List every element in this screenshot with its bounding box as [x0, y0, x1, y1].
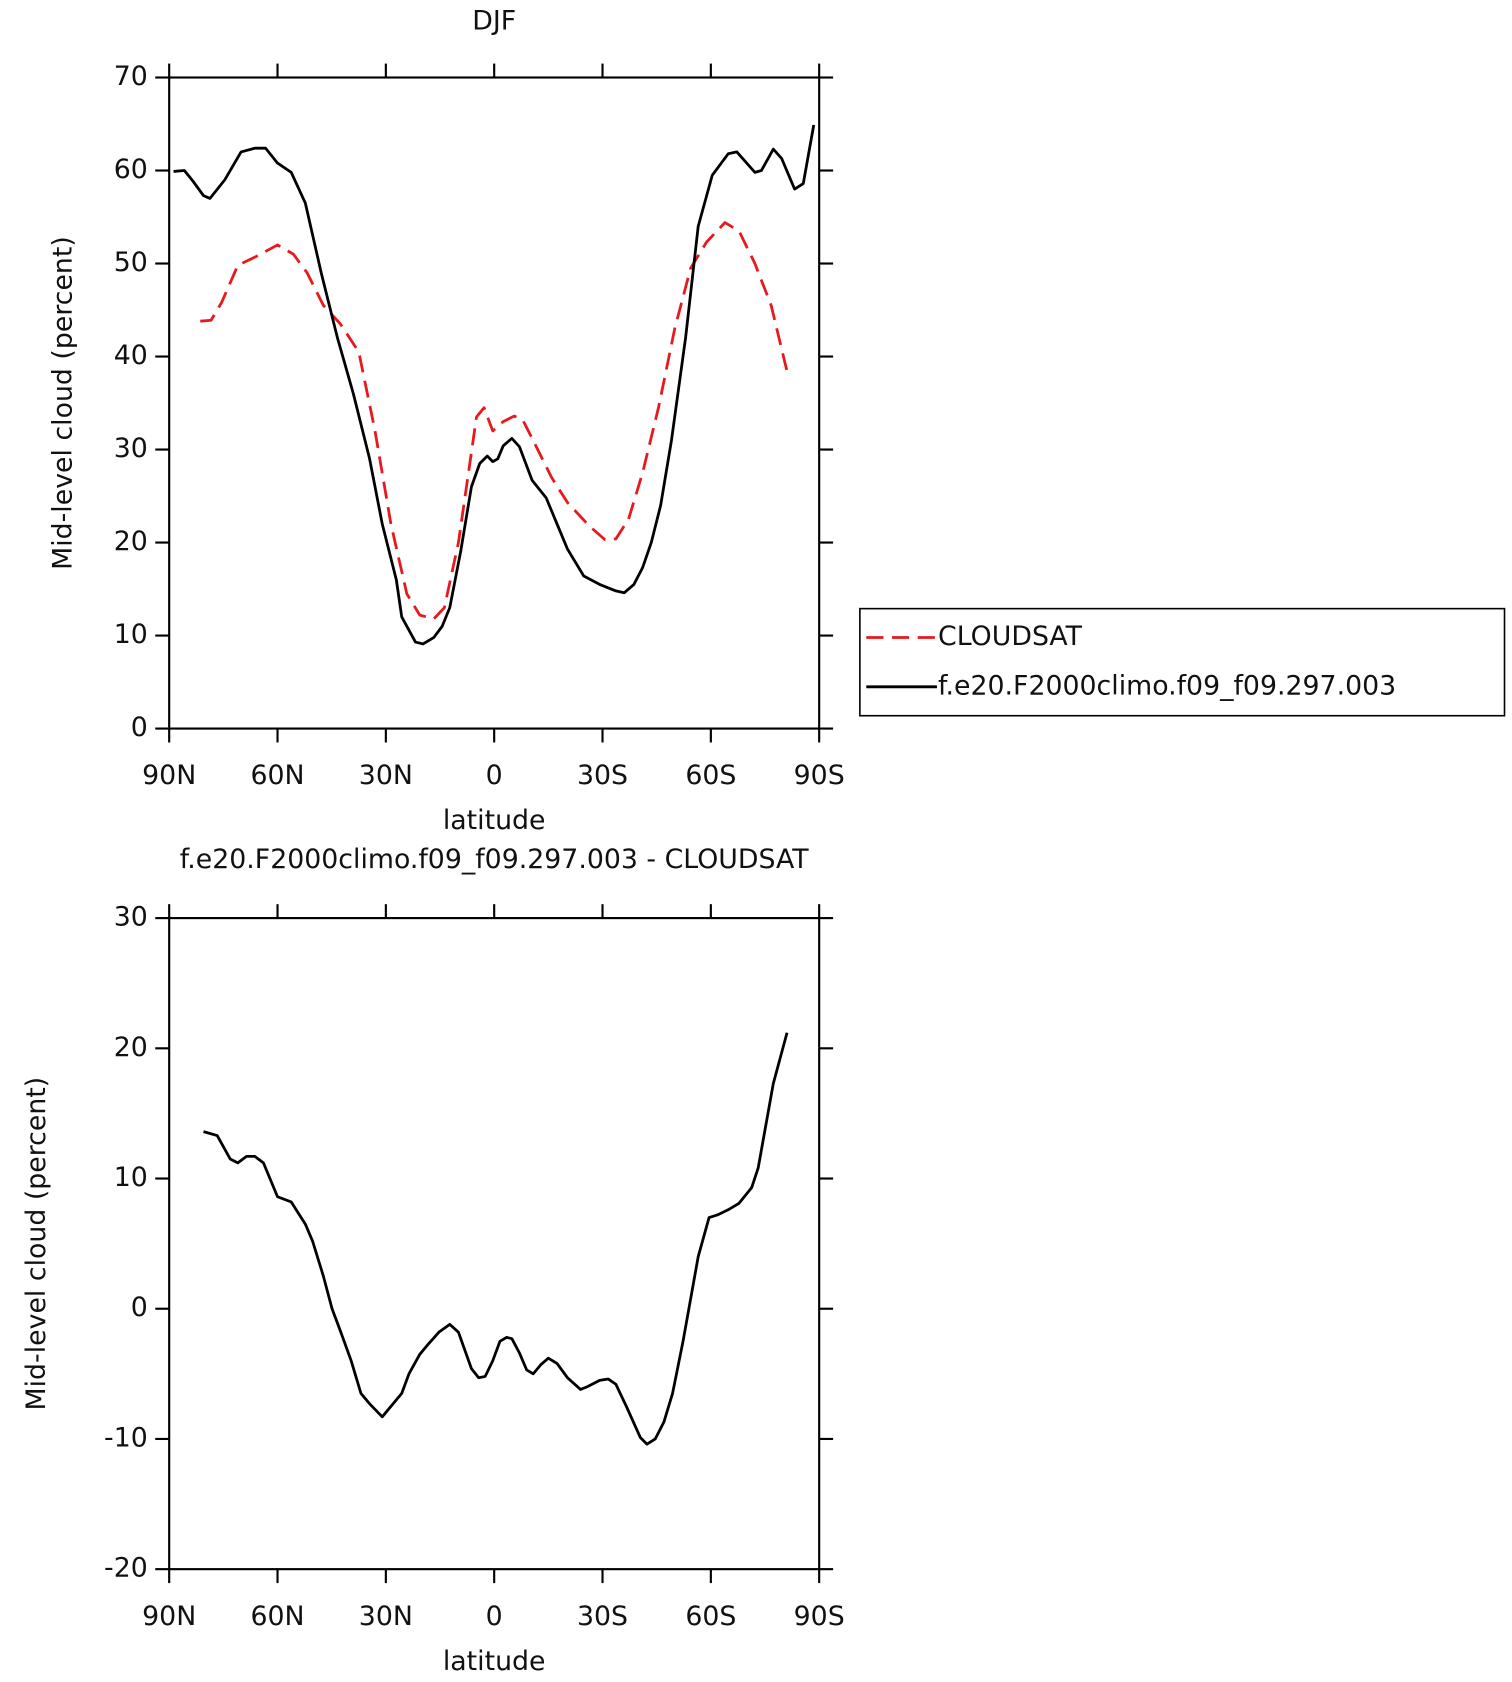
- chart-title: f.e20.F2000climo.f09_f09.297.003 - CLOUD…: [180, 844, 809, 875]
- y-tick-label: 0: [131, 712, 148, 743]
- chart-title: DJF: [472, 5, 516, 36]
- y-axis-label: Mid-level cloud (percent): [48, 236, 79, 570]
- y-tick-label: 20: [114, 1032, 148, 1063]
- y-tick-label: 30: [114, 433, 148, 464]
- x-axis-label: latitude: [443, 1646, 546, 1677]
- x-tick-label: 0: [486, 1601, 503, 1632]
- y-axis-label: Mid-level cloud (percent): [21, 1077, 52, 1411]
- data-line: [203, 1032, 789, 1446]
- x-tick-label: 30N: [359, 760, 413, 791]
- x-tick-label: 90N: [142, 1601, 196, 1632]
- y-tick-label: 50: [114, 247, 148, 278]
- y-tick-label: 60: [114, 154, 148, 185]
- data-line: [173, 124, 816, 646]
- y-tick-label: 10: [114, 619, 148, 650]
- x-tick-label: 60S: [685, 1601, 736, 1632]
- x-tick-label: 60S: [685, 760, 736, 791]
- x-tick-label: 60N: [250, 1601, 304, 1632]
- x-tick-label: 30S: [577, 760, 628, 791]
- y-tick-label: -20: [104, 1553, 148, 1584]
- x-tick-label: 90S: [794, 760, 845, 791]
- legend-label: f.e20.F2000climo.f09_f09.297.003: [938, 670, 1396, 701]
- x-tick-label: 90N: [142, 760, 196, 791]
- legend-label: CLOUDSAT: [938, 621, 1083, 652]
- legend-box: [859, 607, 1506, 717]
- y-tick-label: 20: [114, 526, 148, 557]
- y-tick-label: 70: [114, 61, 148, 92]
- x-tick-label: 0: [486, 760, 503, 791]
- data-line: [200, 221, 789, 621]
- x-tick-label: 60N: [250, 760, 304, 791]
- x-tick-label: 30N: [359, 1601, 413, 1632]
- y-tick-label: 30: [114, 902, 148, 933]
- plot-frame: [168, 76, 821, 730]
- x-axis-label: latitude: [443, 805, 546, 836]
- x-tick-label: 30S: [577, 1601, 628, 1632]
- y-tick-label: 10: [114, 1162, 148, 1193]
- x-tick-label: 90S: [794, 1601, 845, 1632]
- y-tick-label: 0: [131, 1292, 148, 1323]
- y-tick-label: -10: [104, 1422, 148, 1453]
- y-tick-label: 40: [114, 340, 148, 371]
- plot-frame: [168, 917, 821, 1571]
